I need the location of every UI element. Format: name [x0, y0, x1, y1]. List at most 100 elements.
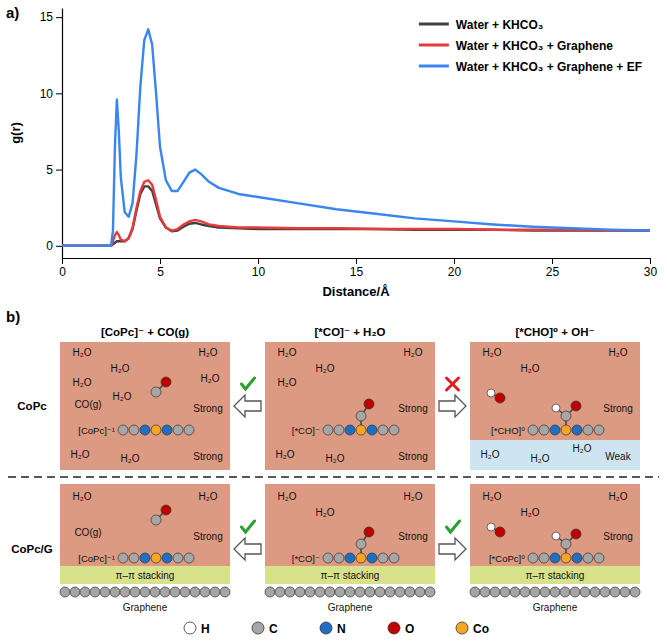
- series-line: [62, 29, 650, 245]
- x-tick-mark: [356, 258, 357, 264]
- atom-legend-label: N: [337, 622, 346, 636]
- atom: [162, 425, 172, 435]
- column-header: [*CO]⁻ + H₂O: [315, 326, 386, 338]
- atom: [173, 425, 183, 435]
- row-label: CoPc/G: [11, 543, 53, 555]
- y-tick-label: 15: [40, 10, 54, 24]
- atom: [356, 539, 366, 549]
- atom: [345, 425, 355, 435]
- atom: [150, 587, 160, 597]
- atom: [130, 587, 140, 597]
- atom: [490, 587, 500, 597]
- y-tick-mark: [56, 246, 62, 247]
- solvent-region: [60, 484, 230, 566]
- y-tick-mark: [56, 17, 62, 18]
- interaction-label: Strong: [193, 531, 222, 542]
- atom-legend-label: O: [405, 622, 414, 636]
- stacking-label: π–π stacking: [526, 570, 585, 581]
- atom: [334, 425, 344, 435]
- atom: [571, 401, 581, 411]
- atom: [220, 587, 230, 597]
- legend-swatch: [419, 65, 449, 68]
- legend-item: Water + KHCO₃ + Graphene: [419, 39, 613, 53]
- atom: [129, 553, 139, 563]
- row-label: CoPc: [17, 400, 47, 412]
- atom: [378, 553, 388, 563]
- water-label: H₂O: [111, 363, 130, 374]
- atom: [528, 425, 538, 435]
- interaction-label: Strong: [398, 451, 427, 462]
- legend: Water + KHCO₃Water + KHCO₃ + GrapheneWat…: [419, 18, 642, 74]
- species-label: [*CO]⁻: [292, 553, 320, 564]
- x-tick-label: 30: [644, 265, 658, 279]
- plot-lines: [62, 29, 650, 245]
- atom: [335, 587, 345, 597]
- cross-mark: [447, 378, 459, 390]
- arrow-shape: [234, 538, 261, 560]
- atom: [90, 587, 100, 597]
- water-label: H₂O: [404, 347, 423, 358]
- water-label: H₂O: [199, 491, 218, 502]
- atom: [560, 587, 570, 597]
- panel-label: a): [6, 4, 19, 21]
- atom: [550, 425, 560, 435]
- water-label: H₂O: [483, 347, 502, 358]
- water-label: H₂O: [121, 453, 140, 464]
- atom: [151, 425, 161, 435]
- atom: [161, 377, 171, 387]
- x-tick: 20: [448, 258, 462, 279]
- atom: [140, 553, 150, 563]
- atom: [425, 587, 435, 597]
- weak-region: [470, 440, 640, 470]
- y-tick-label: 10: [40, 87, 54, 101]
- atom: [356, 411, 366, 421]
- atom: [210, 587, 220, 597]
- y-tick: 10: [40, 87, 62, 101]
- atom-legend-label: C: [269, 622, 278, 636]
- atom: [118, 425, 128, 435]
- water-label: H₂O: [573, 443, 592, 454]
- atom: [364, 527, 374, 537]
- x-tick-label: 5: [157, 265, 164, 279]
- y-axis: 051015: [40, 9, 63, 259]
- atom: [184, 425, 194, 435]
- atom: [140, 587, 150, 597]
- interaction-label: Strong: [603, 403, 632, 414]
- water-label: H₂O: [483, 491, 502, 502]
- x-tick-mark: [552, 258, 553, 264]
- stacking-region: [265, 566, 435, 584]
- check-mark: [447, 521, 460, 532]
- check-mark: [242, 521, 255, 532]
- atom: [540, 587, 550, 597]
- atom: [385, 587, 395, 597]
- atom: [180, 587, 190, 597]
- solvent-region: [265, 342, 435, 470]
- atom: [495, 393, 505, 403]
- atom: [295, 587, 305, 597]
- legend-label: Water + KHCO₃ + Graphene + EF: [456, 60, 642, 74]
- x-tick-label: 25: [546, 265, 560, 279]
- panel: [CoPc]⁻¹StrongCO(g)H₂OH₂OH₂OH₂OH₂OH₂OStr…: [60, 342, 230, 470]
- species-label: [CoPc]⁻¹: [78, 425, 115, 436]
- y-axis-line: [62, 9, 63, 259]
- legend-item: Water + KHCO₃ + Graphene + EF: [419, 60, 642, 74]
- x-tick-mark: [258, 258, 259, 264]
- water-label: H₂O: [316, 363, 335, 374]
- water-label: H₂O: [326, 453, 345, 464]
- atom: [345, 587, 355, 597]
- interaction-label: Strong: [398, 531, 427, 542]
- stacking-label: π–π stacking: [116, 570, 175, 581]
- atom-swatch: [320, 622, 332, 634]
- atom: [487, 389, 495, 397]
- atom: [530, 587, 540, 597]
- stacking-region: [60, 566, 230, 584]
- arrow-shape: [439, 538, 466, 560]
- atom: [470, 587, 480, 597]
- atom-swatch: [184, 622, 196, 634]
- atom: [265, 587, 275, 597]
- atom: [151, 553, 161, 563]
- water-label: H₂O: [278, 491, 297, 502]
- water-label: H₂O: [199, 347, 218, 358]
- atom: [140, 425, 150, 435]
- solvent-region: [60, 342, 230, 470]
